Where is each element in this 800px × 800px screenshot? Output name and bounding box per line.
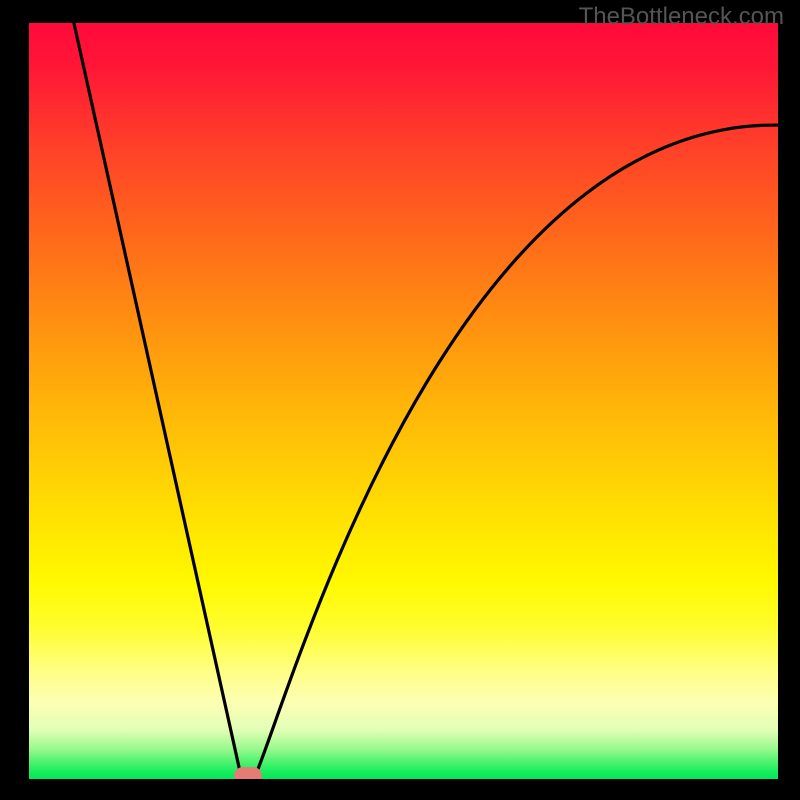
- plot-area: [29, 23, 778, 779]
- watermark: TheBottleneck.com: [579, 3, 784, 31]
- min-point-marker: [234, 767, 262, 779]
- chart-frame: TheBottleneck.com: [0, 0, 800, 800]
- gradient-background: [29, 23, 778, 779]
